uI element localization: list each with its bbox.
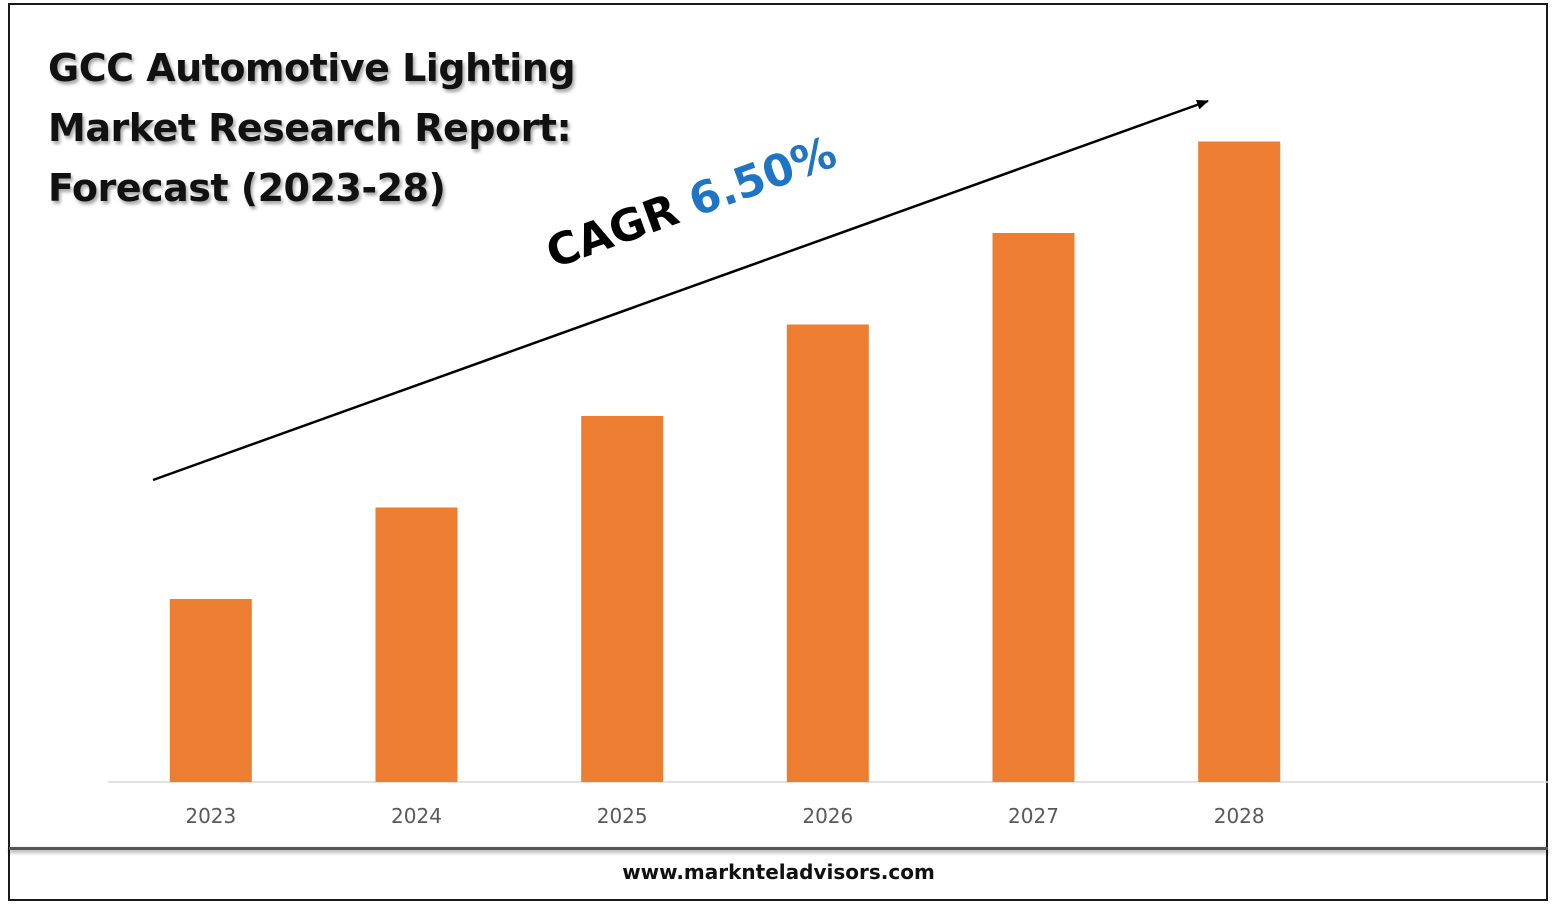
x-tick-label-2026: 2026 [802, 804, 853, 828]
x-tick-labels: 2023 2024 2025 2026 2027 2028 [185, 804, 1264, 828]
trend-arrow [152, 99, 1209, 482]
chart-frame [8, 3, 1548, 901]
x-tick-label-2025: 2025 [597, 804, 648, 828]
footer-url: www.marknteladvisors.com [622, 860, 935, 884]
bar-2023 [169, 599, 252, 782]
bar-2027 [992, 233, 1075, 782]
bar-2024 [375, 507, 458, 782]
footer-divider [9, 847, 1548, 850]
bar-2028 [1198, 141, 1281, 782]
chart-title: GCC Automotive Lighting Market Research … [48, 46, 576, 210]
x-tick-label-2027: 2027 [1008, 804, 1059, 828]
x-tick-label-2023: 2023 [185, 804, 236, 828]
x-tick-label-2024: 2024 [391, 804, 442, 828]
bar-2026 [786, 324, 869, 782]
bar-2025 [581, 416, 664, 782]
x-tick-label-2028: 2028 [1214, 804, 1265, 828]
bar-series [169, 141, 1281, 782]
